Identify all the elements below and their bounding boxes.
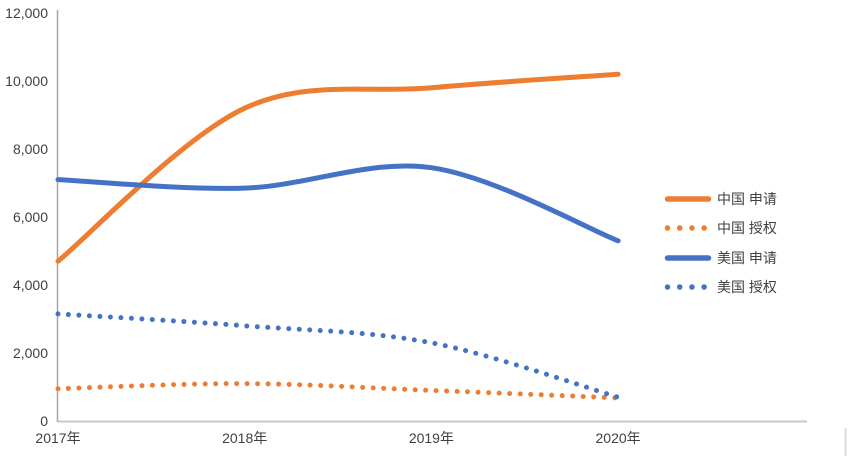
x-axis-tick-labels: 2017年 2018年 2019年 2020年 [35, 430, 640, 446]
x-axis-tick-label: 2017年 [35, 430, 80, 446]
legend-item-us-applications: 美国 申请 [664, 243, 777, 273]
series-lines [55, 71, 621, 401]
y-axis-tick-labels: 0 2,000 4,000 6,000 8,000 10,000 12,000 [5, 5, 48, 429]
x-axis-tick-label: 2018年 [222, 430, 267, 446]
x-axis-tick-label: 2020年 [596, 430, 641, 446]
legend-label: 中国 授权 [717, 220, 777, 237]
legend-dotted-line-icon [664, 225, 712, 231]
legend-solid-line-icon [664, 196, 712, 202]
y-axis-tick-label: 2,000 [13, 345, 48, 361]
series-line-us-grants [55, 311, 621, 400]
y-axis-tick-label: 10,000 [5, 73, 48, 89]
legend-item-china-grants: 中国 授权 [664, 214, 777, 244]
y-axis-tick-label: 4,000 [13, 277, 48, 293]
legend-solid-line-icon [664, 255, 712, 261]
series-line-us-applications [55, 163, 621, 244]
legend-dotted-line-icon [664, 284, 712, 290]
series-line-china-applications [55, 71, 621, 264]
series-line-china-grants [55, 381, 621, 401]
legend-label: 中国 申请 [717, 190, 777, 207]
legend: 中国 申请中国 授权美国 申请美国 授权 [664, 184, 777, 302]
legend-label: 美国 申请 [717, 249, 777, 266]
y-axis-tick-label: 8,000 [13, 141, 48, 157]
y-axis-tick-label: 6,000 [13, 209, 48, 225]
y-axis-tick-label: 0 [40, 413, 48, 429]
x-axis-tick-label: 2019年 [409, 430, 454, 446]
y-axis-tick-label: 12,000 [5, 5, 48, 21]
legend-label: 美国 授权 [717, 279, 777, 296]
legend-item-china-applications: 中国 申请 [664, 184, 777, 214]
legend-item-us-grants: 美国 授权 [664, 273, 777, 303]
